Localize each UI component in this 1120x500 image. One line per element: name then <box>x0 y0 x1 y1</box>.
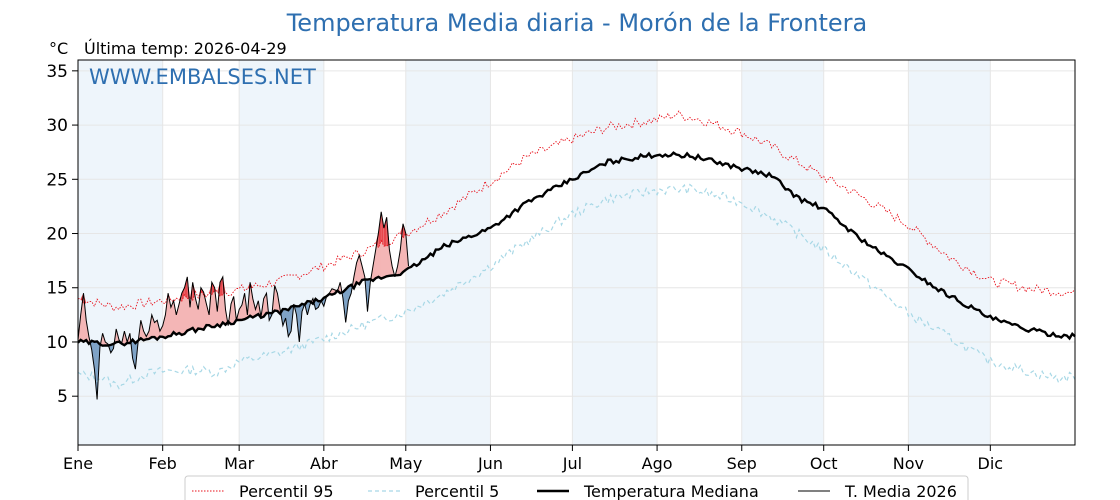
y-tick-label: 20 <box>46 225 68 245</box>
month-band-may <box>405 60 491 445</box>
legend: Percentil 95 Percentil 5 Temperatura Media… <box>184 475 969 500</box>
series-line-percentil-95 <box>77 110 1076 312</box>
y-axis-ticks: 5 10 15 20 25 30 35 <box>46 62 78 407</box>
fill-above-p95 <box>383 217 387 247</box>
x-tick-label-ago: Ago <box>642 454 673 473</box>
y-tick-label: 25 <box>46 170 68 190</box>
y-tick-label: 15 <box>46 279 68 299</box>
y-tick-label: 10 <box>46 333 68 353</box>
x-tick-label-ene: Ene <box>63 454 93 473</box>
chart-title: Temperatura Media diaria - Morón de la F… <box>286 9 868 37</box>
fill-above-p95 <box>181 287 185 302</box>
x-tick-label-feb: Feb <box>149 454 177 473</box>
x-tick-label-mar: Mar <box>224 454 255 473</box>
month-band-ene <box>78 60 163 445</box>
y-unit-label: °C <box>49 39 68 58</box>
fill-above-p95 <box>165 293 169 304</box>
y-tick-label: 5 <box>57 387 68 407</box>
x-tick-label-oct: Oct <box>810 454 838 473</box>
legend-label-3: T. Media 2026 <box>844 482 957 500</box>
fill-above-p95 <box>168 293 171 301</box>
x-tick-label-sep: Sep <box>727 454 757 473</box>
series-line-percentil-5 <box>77 183 1076 390</box>
plot-frame <box>77 59 1076 446</box>
series-lines <box>77 110 1076 400</box>
watermark-text: WWW.EMBALSES.NET <box>89 65 316 89</box>
last-update-label: Última temp: 2026-04-29 <box>84 39 287 58</box>
x-tick-label-abr: Abr <box>310 454 338 473</box>
legend-label-1: Percentil 5 <box>415 482 499 500</box>
y-tick-label: 30 <box>46 116 68 136</box>
month-band-mar <box>239 60 324 445</box>
month-bands <box>78 60 991 445</box>
fill-above-p95 <box>184 276 188 299</box>
x-tick-label-jul: Jul <box>562 454 582 473</box>
legend-label-2: Temperatura Mediana <box>583 482 759 500</box>
x-tick-label-nov: Nov <box>893 454 924 473</box>
x-tick-label-jun: Jun <box>477 454 503 473</box>
month-band-sep <box>741 60 824 445</box>
x-axis-ticks: Ene Feb Mar Abr May Jun Jul Ago Sep Oct Nov Dic <box>63 445 1003 473</box>
x-tick-label-dic: Dic <box>978 454 1004 473</box>
fill-above-p95 <box>381 211 384 246</box>
legend-label-0: Percentil 95 <box>239 482 334 500</box>
month-band-jul <box>572 60 658 445</box>
series-line-temperatura-mediana <box>77 151 1076 347</box>
y-tick-label: 35 <box>46 62 68 82</box>
x-tick-label-may: May <box>389 454 422 473</box>
series-line-t-media-2026 <box>77 211 409 400</box>
month-band-nov <box>908 60 991 445</box>
legend-box <box>184 475 969 500</box>
